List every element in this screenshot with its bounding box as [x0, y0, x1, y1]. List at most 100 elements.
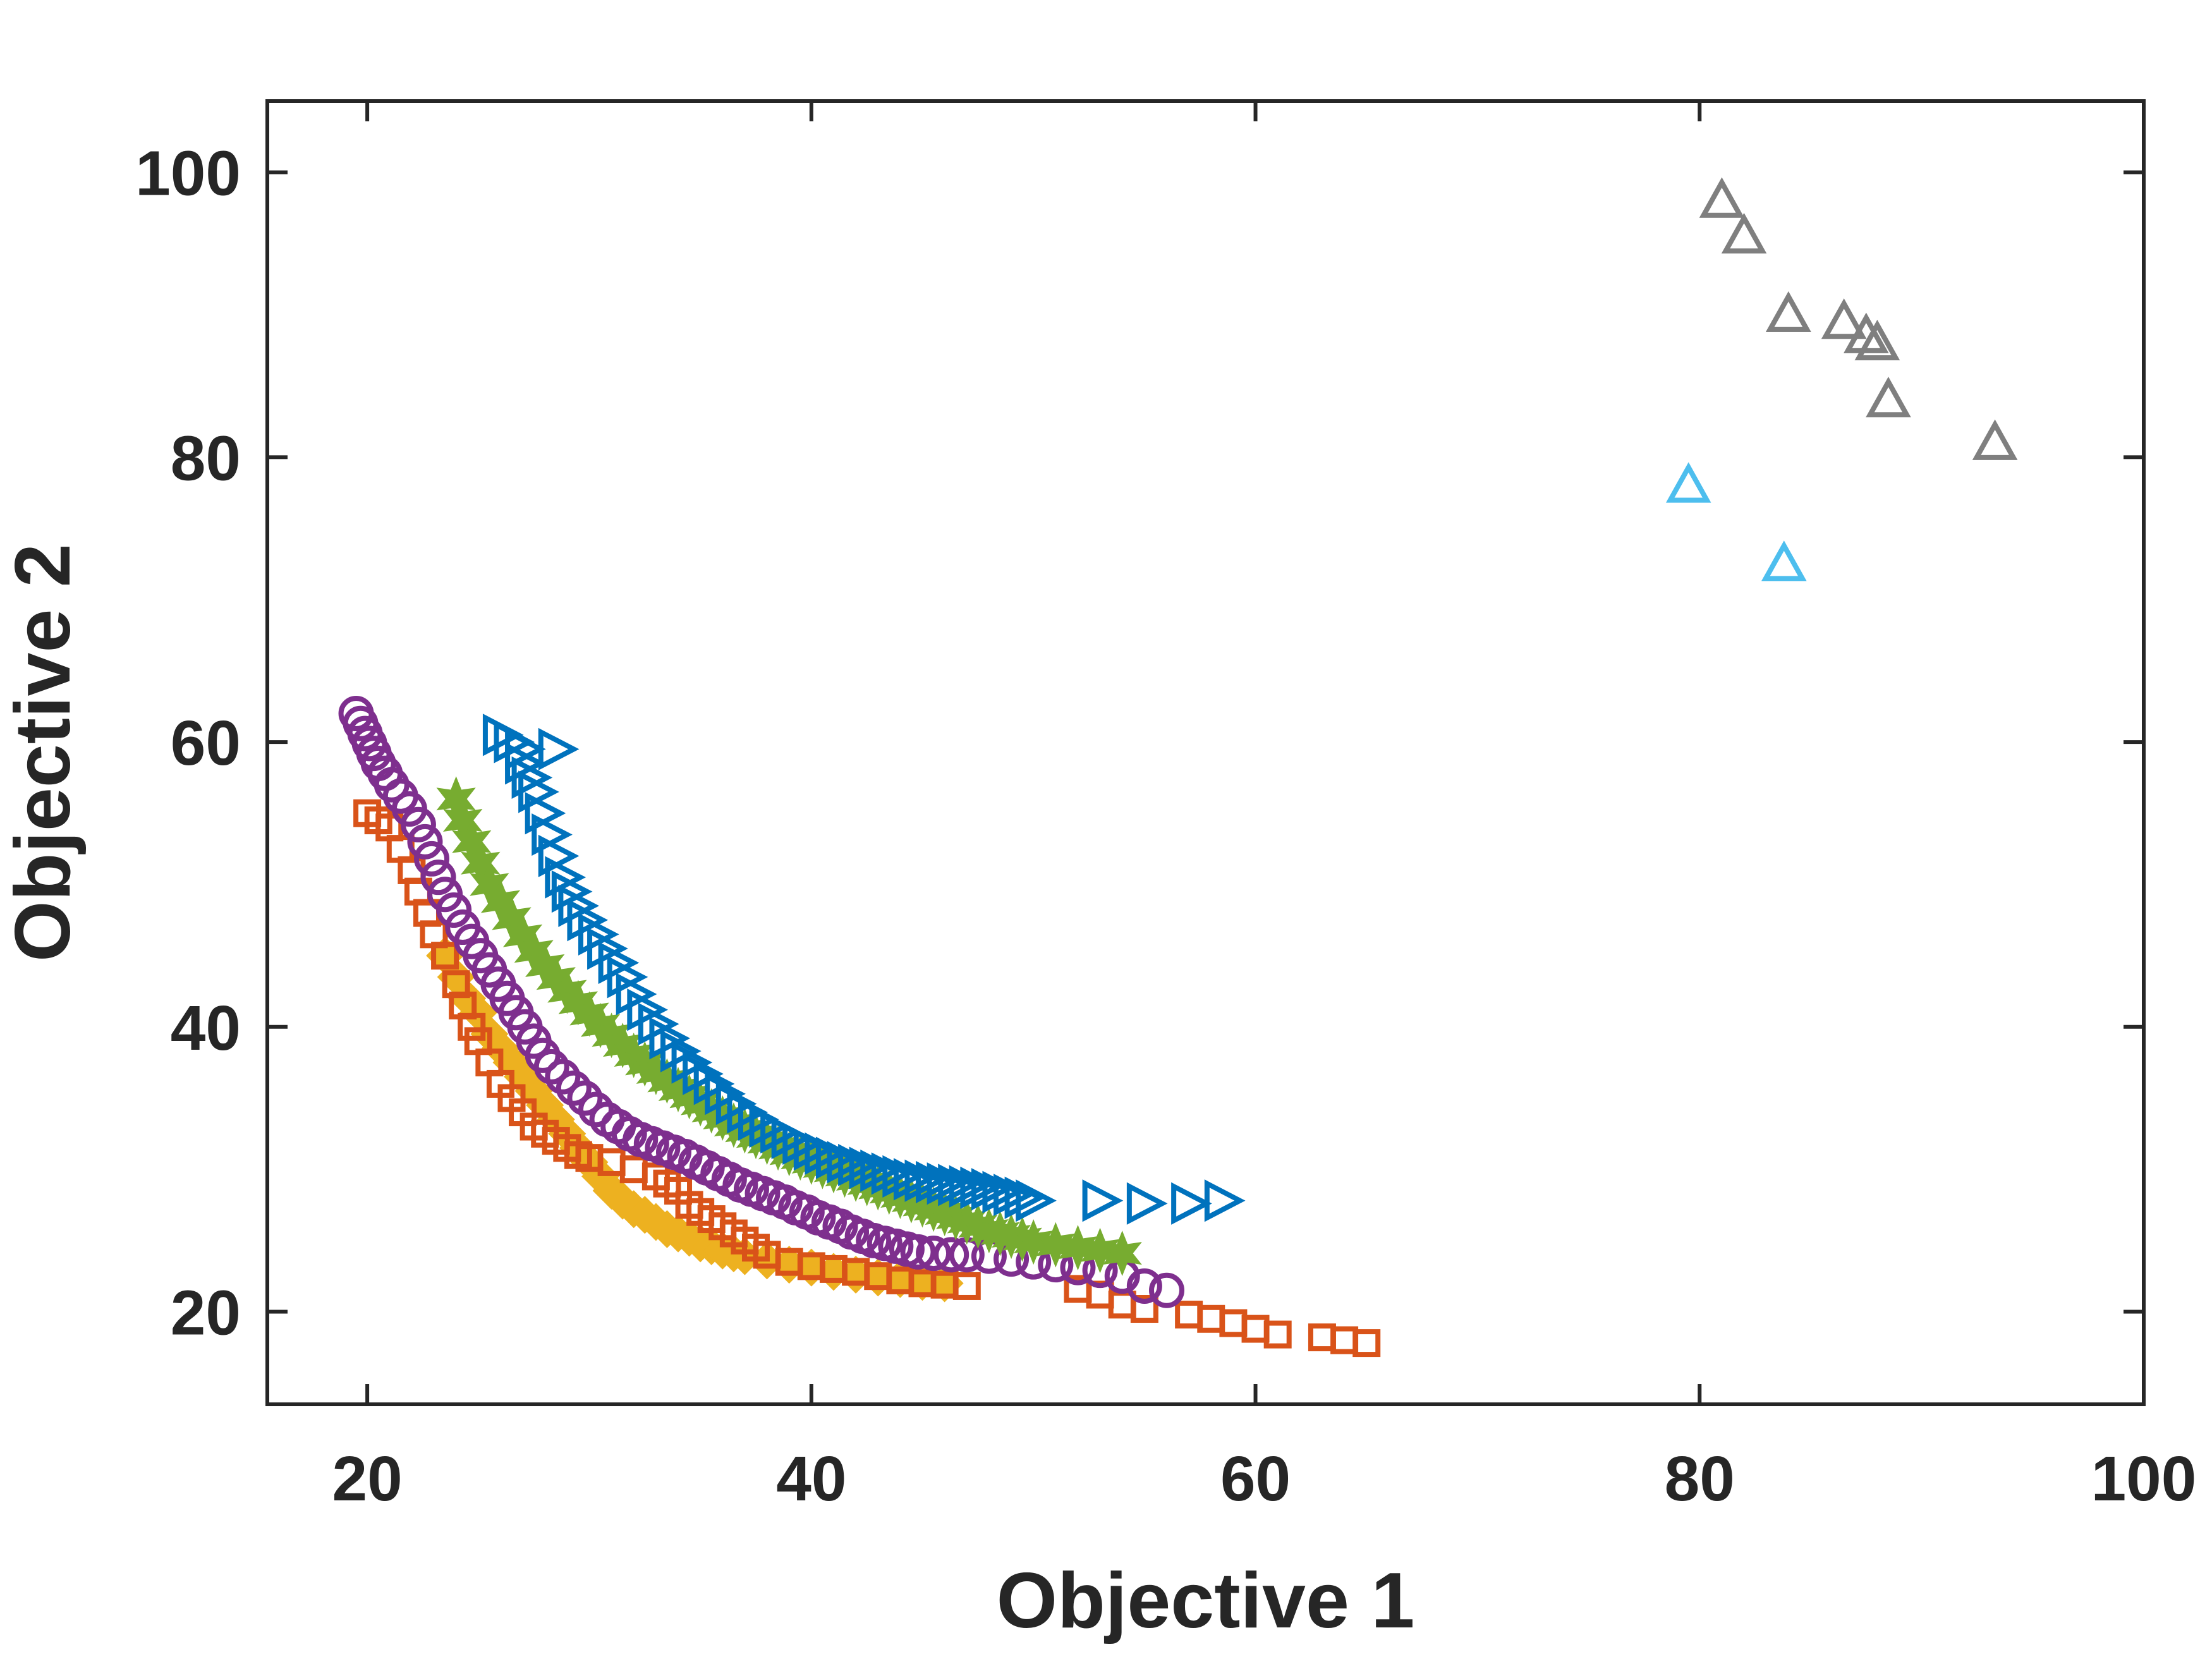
data-point [567, 1080, 603, 1116]
data-point [414, 841, 450, 877]
x-axis-title: Objective 1 [997, 1557, 1415, 1644]
data-point [827, 1141, 868, 1184]
data-point [693, 1062, 735, 1105]
y-tick-label: 80 [171, 423, 241, 494]
data-point [849, 1146, 890, 1189]
data-point [1102, 1231, 1142, 1277]
data-point [949, 1165, 990, 1208]
data-point [461, 840, 501, 886]
axis-ticks: 20 40 60 80 100 20 40 60 80 100 [135, 101, 2196, 1514]
series-gray-triangle-up [1699, 177, 2018, 460]
data-point [551, 870, 593, 913]
data-point [1972, 419, 2018, 460]
data-point [1843, 312, 1889, 353]
data-point [587, 927, 628, 970]
data-point [1016, 1179, 1057, 1222]
data-point [893, 1158, 935, 1201]
data-point [860, 1149, 901, 1193]
y-tick-label: 20 [171, 1278, 241, 1349]
y-tick-label: 100 [135, 138, 241, 209]
data-point [1058, 1225, 1098, 1271]
data-point [470, 861, 509, 908]
data-point [533, 1048, 569, 1085]
y-tick-label: 60 [171, 708, 241, 779]
data-point [436, 892, 472, 928]
plot-marks [338, 177, 2018, 1358]
data-point [952, 1272, 981, 1300]
data-point [671, 1041, 713, 1084]
x-tick-label: 80 [1665, 1443, 1735, 1514]
data-point [904, 1159, 946, 1202]
data-point [536, 956, 576, 1002]
data-point [480, 878, 521, 925]
data-point [1036, 1222, 1076, 1268]
data-point [916, 1236, 952, 1272]
data-point [607, 956, 648, 999]
x-tick-label: 100 [2091, 1443, 2197, 1514]
data-point [938, 1164, 979, 1206]
data-point [638, 1002, 679, 1045]
data-point [1263, 1320, 1292, 1349]
data-point [660, 1030, 702, 1073]
data-point [420, 860, 456, 896]
data-point [871, 1152, 913, 1195]
data-point [578, 913, 619, 956]
data-point [598, 941, 640, 984]
data-point [916, 1160, 957, 1204]
data-point [492, 896, 532, 942]
data-point [971, 1168, 1012, 1211]
data-point [452, 818, 492, 865]
plot-area-frame [265, 99, 2146, 1406]
x-tick-label: 40 [776, 1443, 846, 1514]
series-cyan-triangle-up [1665, 462, 1807, 581]
data-point [1352, 1329, 1381, 1358]
data-point [1204, 1179, 1246, 1222]
data-point [1126, 1268, 1162, 1304]
data-point [578, 1091, 614, 1127]
data-point [1080, 1227, 1120, 1273]
series-blue-triangle-right [482, 714, 1246, 1225]
data-point [1699, 177, 1745, 218]
data-point [569, 991, 609, 1037]
data-point [982, 1170, 1024, 1213]
data-point [407, 823, 443, 860]
data-point [683, 1052, 724, 1095]
data-point [927, 1162, 968, 1205]
data-point [1004, 1176, 1046, 1219]
data-point [994, 1174, 1035, 1217]
y-tick-label: 40 [171, 993, 241, 1064]
data-point [443, 798, 483, 843]
data-point [525, 942, 565, 988]
data-point [558, 980, 599, 1026]
data-point [627, 988, 668, 1031]
data-point [567, 899, 609, 942]
data-point [1130, 1295, 1158, 1323]
data-point [900, 1234, 936, 1270]
data-point [933, 1237, 969, 1273]
data-point [1126, 1182, 1168, 1225]
data-point [1821, 298, 1867, 339]
series-green-star [436, 776, 1142, 1277]
data-point [556, 1070, 592, 1106]
data-point [538, 727, 580, 770]
data-point [436, 776, 476, 822]
data-point [400, 806, 436, 842]
data-point [1082, 1179, 1124, 1222]
data-point [514, 928, 554, 975]
data-point [502, 913, 543, 959]
data-point [547, 968, 587, 1014]
data-point [545, 856, 586, 899]
x-tick-label: 60 [1220, 1443, 1291, 1514]
data-point [1761, 540, 1807, 581]
data-point [1171, 1182, 1212, 1225]
x-tick-label: 20 [332, 1443, 402, 1514]
data-point [616, 973, 657, 1016]
data-point [1766, 291, 1811, 332]
data-point [1149, 1272, 1185, 1308]
data-point [458, 1012, 486, 1041]
data-point [1866, 377, 1911, 418]
data-point [511, 756, 553, 799]
data-point [1014, 1219, 1054, 1265]
data-point [1721, 212, 1767, 254]
